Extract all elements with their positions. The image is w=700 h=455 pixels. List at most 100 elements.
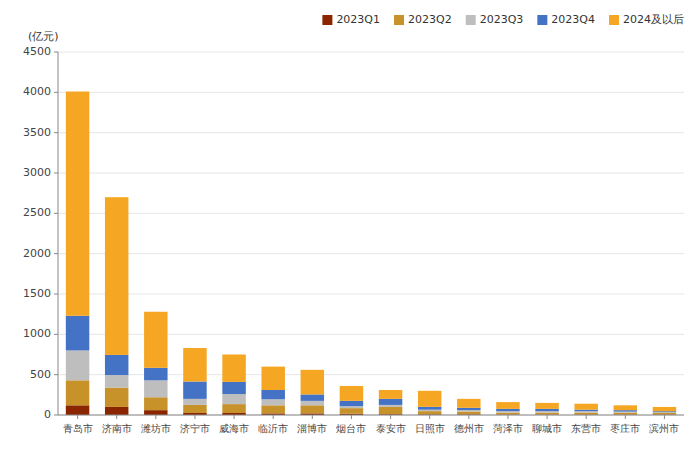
x-tick [155,415,156,419]
bar-segment [379,405,402,407]
bar-segment [614,410,637,411]
legend-label: 2023Q3 [480,13,524,26]
bar-segment [614,405,637,410]
bar-segment [340,386,363,401]
y-tick [54,374,58,375]
x-axis: 青岛市济南市潍坊市济宁市威海市临沂市淄博市烟台市泰安市日照市德州市菏泽市聊城市东… [58,415,684,434]
x-axis-line [58,415,684,416]
x-tick [625,415,626,419]
x-tick [468,415,469,419]
grid-line [58,173,684,174]
bar-segment [418,391,441,407]
y-tick-label: 3000 [23,166,51,179]
bar-segment [144,312,167,368]
bar-segment [105,388,128,407]
x-tick-label: 威海市 [219,423,249,434]
bar-segment [144,397,167,410]
x-tick-label: 德州市 [454,423,484,434]
y-tick-label: 1000 [23,327,51,340]
bar-segment [183,399,206,405]
x-tick [273,415,274,419]
x-tick-label: 烟台市 [336,423,366,434]
x-tick-label: 临沂市 [258,423,288,434]
legend-item: 2023Q4 [537,13,595,26]
bar-segment [457,410,480,411]
bar-segment [457,408,480,410]
bar-segment [496,402,519,409]
x-tick-label: 东营市 [571,423,601,434]
y-axis-line [58,52,59,415]
legend-label: 2023Q2 [408,13,452,26]
bar-segment [340,401,363,406]
x-tick [429,415,430,419]
y-tick [54,253,58,254]
y-tick [54,173,58,174]
bar-segment [301,370,324,395]
bar-segment [66,92,89,316]
x-tick [194,415,195,419]
legend-label: 2024及以后 [623,13,684,26]
grid-line [58,213,684,214]
x-tick-label: 滨州市 [649,423,679,434]
y-tick [54,294,58,295]
bar-segment [535,413,558,415]
grid-line [58,253,684,254]
bar-segment [222,382,245,394]
bar-segment [144,368,167,381]
bar-segment [183,405,206,413]
bar-segment [261,367,284,390]
legend: 2023Q12023Q22023Q32023Q42024及以后 [322,13,684,26]
bar-segment [614,413,637,415]
x-tick-label: 济南市 [102,423,132,434]
x-tick [586,415,587,419]
x-tick-label: 济宁市 [180,423,210,434]
bar-segment [457,399,480,408]
bar-segment [457,412,480,415]
y-tick [54,334,58,335]
y-tick [54,213,58,214]
bar-segment [418,411,441,414]
bar-segment [261,405,284,413]
y-axis: 050010001500200025003000350040004500 [23,45,58,421]
legend-swatch [537,15,547,25]
bar-segment [535,411,558,412]
x-tick [547,415,548,419]
legend-swatch [466,15,476,25]
bar-segment [574,413,597,415]
bar-segment [496,411,519,412]
legend-swatch [394,15,404,25]
legend-item: 2023Q3 [466,13,524,26]
bar-segment [301,394,324,400]
x-tick [351,415,352,419]
x-tick [77,415,78,419]
bar-segment [574,411,597,412]
bar-segment [653,412,676,414]
bar-segment [574,410,597,411]
x-tick-label: 潍坊市 [141,423,171,434]
bar-segment [574,404,597,410]
bar-segment [222,404,245,413]
x-tick [116,415,117,419]
y-tick-label: 4500 [23,45,51,58]
bar-segment [340,406,363,408]
x-tick-label: 淄博市 [297,423,327,434]
grid-line [58,92,684,93]
bar-segment [301,405,324,413]
y-tick [54,132,58,133]
y-tick [54,415,58,416]
x-tick-label: 聊城市 [532,423,562,434]
bar-segment [379,399,402,405]
legend-swatch [322,15,332,25]
x-tick-label: 日照市 [415,423,445,434]
bar-segment [379,407,402,414]
bar-segment [183,348,206,381]
bar-segment [261,390,284,399]
y-tick [54,52,58,53]
grid-line [58,415,684,416]
legend-swatch [609,15,619,25]
grid [58,52,684,415]
x-tick-label: 泰安市 [376,423,406,434]
bar-segment [66,380,89,405]
y-tick-label: 2000 [23,247,51,260]
bar-segment [535,409,558,411]
